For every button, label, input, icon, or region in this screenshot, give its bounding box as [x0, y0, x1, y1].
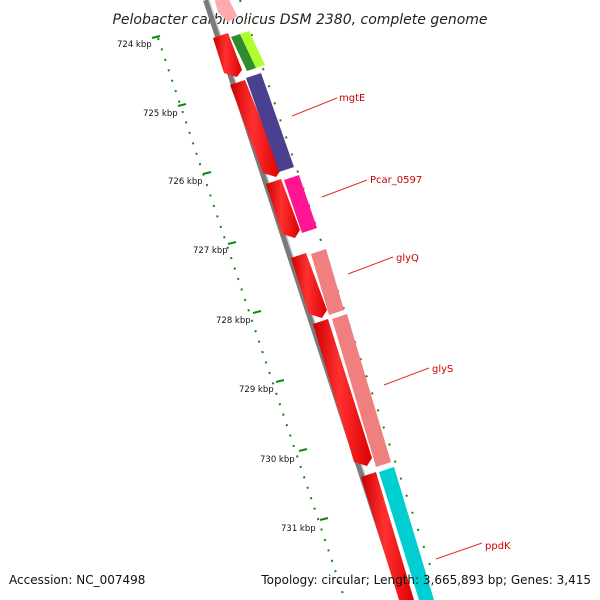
ruler-tick [227, 241, 237, 245]
ruler-label: 726 kbp [168, 177, 203, 187]
ruler-label: 724 kbp [117, 40, 152, 50]
label-leader [291, 97, 338, 117]
topology-text: Topology: circular; Length: 3,665,893 bp… [261, 573, 591, 587]
ruler-tick [177, 103, 187, 107]
label-leader [347, 256, 394, 275]
gene-segment [240, 31, 265, 68]
ruler-label: 727 kbp [193, 246, 228, 256]
accession-text: Accession: NC_007498 [9, 573, 146, 587]
cds-arrow [291, 253, 327, 318]
ruler-tick [202, 171, 212, 175]
gene-label-ppdK: ppdK [485, 541, 511, 552]
ruler-label: 731 kbp [281, 524, 316, 534]
feature-track [231, 31, 434, 600]
ruler-label: 730 kbp [260, 455, 295, 465]
cds-arrow [266, 179, 300, 238]
label-leader [435, 542, 483, 560]
ruler-label: 729 kbp [239, 385, 274, 395]
cds-arrow [213, 33, 242, 77]
cds-arrow [313, 319, 372, 466]
gene-segment [231, 34, 256, 71]
ruler-tick [275, 379, 285, 383]
gene-label-mgtE: mgtE [339, 93, 365, 104]
label-leader [383, 367, 430, 386]
ruler-label: 725 kbp [143, 109, 178, 119]
ruler: 724 kbp 725 kbp 726 kbp 727 kbp 728 kbp … [117, 35, 329, 534]
gene-segment [332, 314, 391, 467]
gene-segment [284, 175, 317, 233]
ruler-label: 728 kbp [216, 316, 251, 326]
ruler-tick [252, 310, 262, 314]
gene-labels: mgtE Pcar_0597 glyQ glyS ppdK [291, 93, 511, 560]
ruler-tick [319, 517, 329, 521]
cds-arrow [361, 472, 414, 600]
gene-label-glyS: glyS [432, 364, 453, 375]
label-leader [321, 179, 368, 198]
gene-segment [379, 467, 434, 600]
cds-arrow [230, 80, 281, 177]
ruler-tick [298, 448, 308, 452]
gene-segment [311, 249, 344, 315]
gene-label-glyQ: glyQ [396, 253, 419, 264]
cds-track [213, 0, 414, 600]
map-title: Pelobacter carbinolicus DSM 2380, comple… [112, 12, 487, 28]
ruler-tick [151, 35, 161, 39]
cds-arrow [214, 0, 238, 23]
gene-label-pcar-0597: Pcar_0597 [370, 175, 422, 186]
gene-segment [246, 73, 294, 172]
